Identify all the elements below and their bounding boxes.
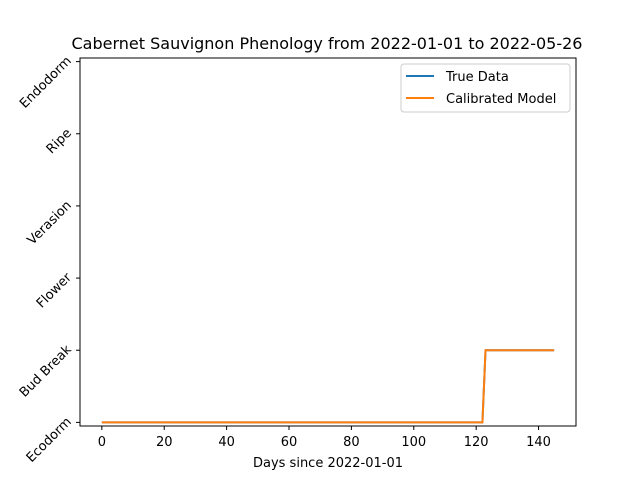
series-line-1 <box>101 349 555 424</box>
x-tick-label: 40 <box>218 435 235 450</box>
y-tick-label: Verasion <box>25 198 75 248</box>
x-tick-label: 80 <box>343 435 360 450</box>
legend-label: True Data <box>445 70 509 85</box>
y-tick-label: Ecodorm <box>24 415 75 466</box>
plot-frame <box>79 57 577 427</box>
y-tick-label: Flower <box>34 270 75 311</box>
legend-label: Calibrated Model <box>446 92 556 107</box>
x-tick-label: 0 <box>98 435 106 450</box>
x-tick-label: 100 <box>401 435 426 450</box>
x-axis: 0 20 40 60 80 100 120 140 <box>98 426 551 450</box>
series-line-0 <box>101 349 555 424</box>
y-tick-label: Bud Break <box>17 342 75 400</box>
x-tick-label: 120 <box>464 435 489 450</box>
legend-box <box>400 63 571 113</box>
chart-title: Cabernet Sauvignon Phenology from 2022-0… <box>72 34 583 53</box>
x-axis-label: Days since 2022-01-01 <box>253 456 403 471</box>
series-layer <box>101 349 555 424</box>
x-tick-label: 140 <box>526 435 551 450</box>
legend: True Data Calibrated Model <box>400 63 571 113</box>
y-tick-label: Endodorm <box>17 54 75 112</box>
y-axis: Ecodorm Bud Break Flower Verasion Ripe Endodo… <box>17 54 80 466</box>
x-tick-label: 60 <box>281 435 298 450</box>
x-tick-label: 20 <box>156 435 173 450</box>
y-tick-label: Ripe <box>44 126 75 157</box>
